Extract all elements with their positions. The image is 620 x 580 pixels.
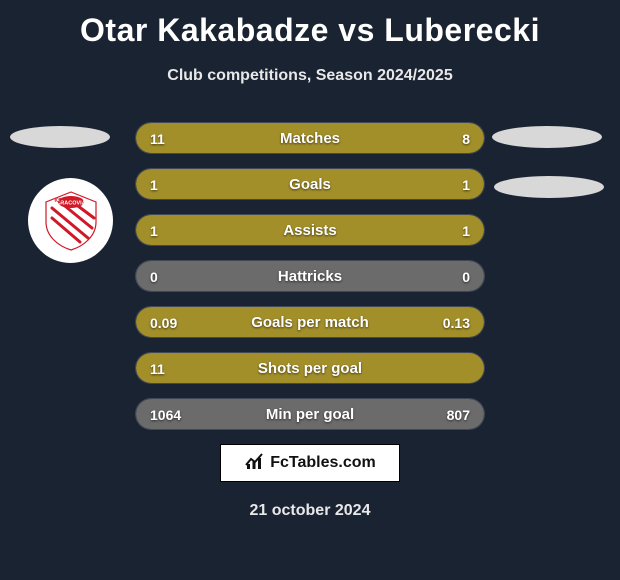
stat-label: Goals per match <box>136 307 484 338</box>
player-marker-right-bottom <box>494 176 604 198</box>
date: 21 october 2024 <box>0 502 620 520</box>
subtitle: Club competitions, Season 2024/2025 <box>0 67 620 85</box>
stat-label: Goals <box>136 169 484 200</box>
chart-icon <box>244 451 264 476</box>
branding-text: FcTables.com <box>270 454 376 472</box>
stats-list: 118Matches 11Goals 11Assists 00Hattricks 0.0… <box>135 122 485 444</box>
club-badge: CRACOVIA KS <box>28 178 113 263</box>
stat-row: 00Hattricks <box>135 260 485 292</box>
svg-text:KS: KS <box>54 198 62 204</box>
page-title: Otar Kakabadze vs Luberecki <box>0 0 620 49</box>
stat-label: Shots per goal <box>136 353 484 384</box>
stat-row: 1064807Min per goal <box>135 398 485 430</box>
stat-label: Matches <box>136 123 484 154</box>
club-badge-graphic: CRACOVIA KS <box>38 188 104 254</box>
stat-label: Min per goal <box>136 399 484 430</box>
stat-row: 11Shots per goal <box>135 352 485 384</box>
player-marker-left <box>10 126 110 148</box>
stat-row: 11Goals <box>135 168 485 200</box>
stat-row: 0.090.13Goals per match <box>135 306 485 338</box>
stat-label: Assists <box>136 215 484 246</box>
branding-box: FcTables.com <box>220 444 400 482</box>
stat-label: Hattricks <box>136 261 484 292</box>
stat-row: 11Assists <box>135 214 485 246</box>
stat-row: 118Matches <box>135 122 485 154</box>
player-marker-right-top <box>492 126 602 148</box>
